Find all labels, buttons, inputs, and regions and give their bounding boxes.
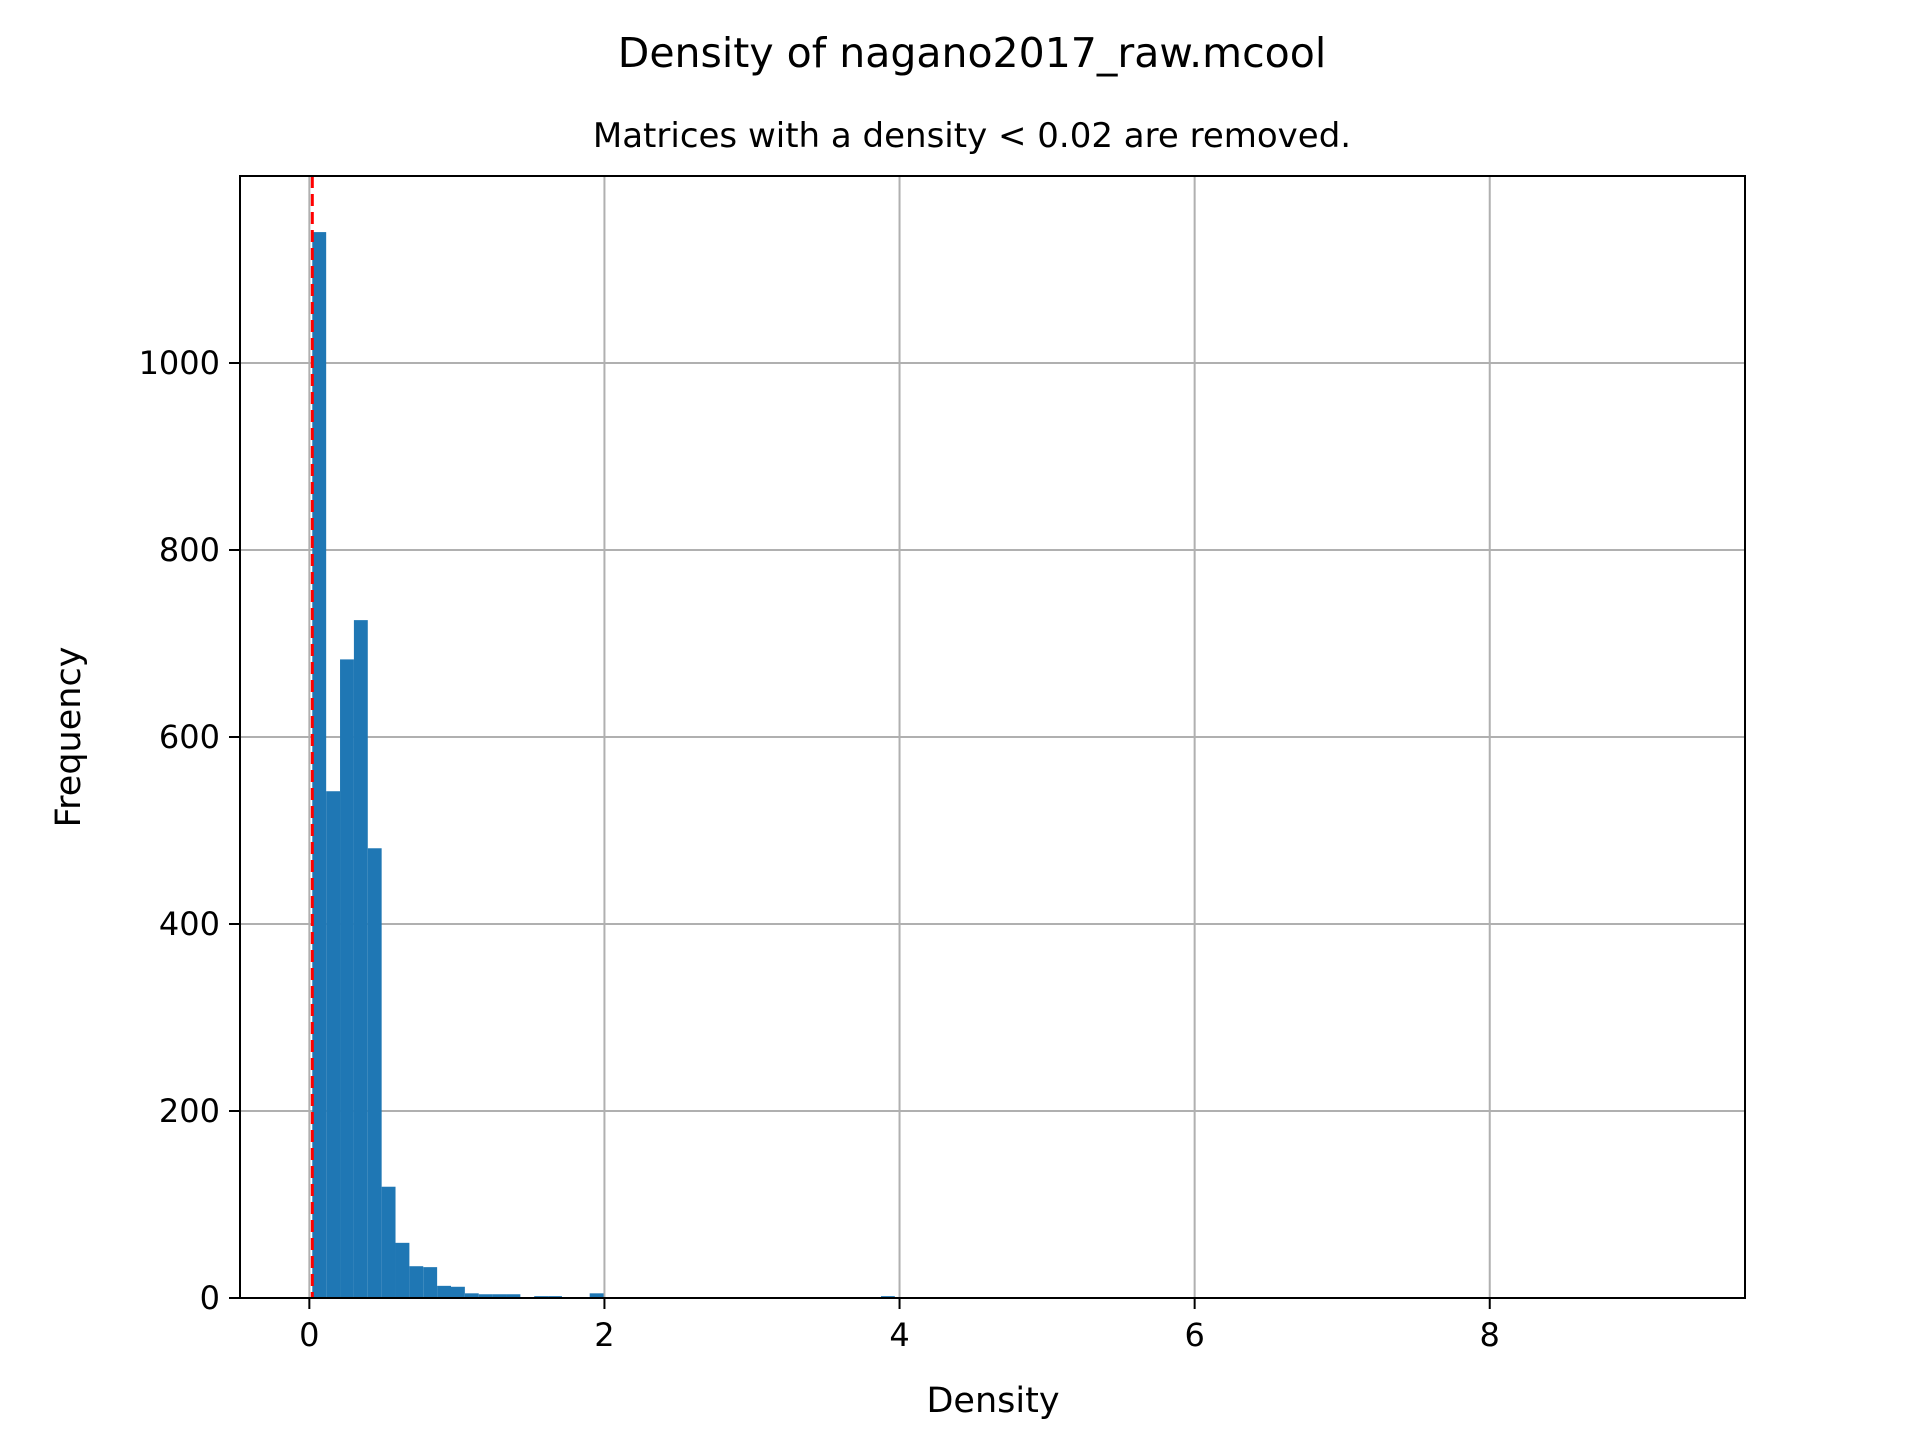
y-tick-label: 200 — [159, 1092, 220, 1130]
histogram-bar — [409, 1266, 424, 1298]
y-tick-label: 1000 — [139, 344, 220, 382]
histogram-bar — [423, 1267, 438, 1298]
histogram-bar — [326, 791, 341, 1298]
histogram-bar — [381, 1186, 396, 1298]
y-tick-label: 800 — [159, 531, 220, 569]
x-tick-label: 8 — [1480, 1316, 1500, 1354]
grid-lines — [240, 176, 1745, 1299]
histogram-bar — [437, 1285, 451, 1298]
x-tick-label: 4 — [889, 1316, 909, 1354]
y-tick-label: 0 — [200, 1279, 220, 1317]
histogram-bar — [353, 620, 368, 1298]
histogram-bar — [340, 659, 354, 1298]
x-tick-label: 6 — [1184, 1316, 1204, 1354]
x-tick-label: 2 — [594, 1316, 614, 1354]
y-tick-label: 400 — [159, 905, 220, 943]
histogram-bars — [312, 232, 1672, 1299]
histogram-bar — [506, 1294, 521, 1298]
y-axis-label: Frequency — [49, 647, 89, 828]
x-axis-ticks: 0 2 4 6 8 — [299, 1298, 1500, 1354]
y-axis-ticks: 0 200 400 600 800 1000 — [139, 344, 240, 1317]
histogram-bar — [450, 1286, 465, 1298]
histogram-bar — [312, 232, 327, 1299]
x-tick-label: 0 — [299, 1316, 319, 1354]
histogram-bar — [464, 1293, 479, 1298]
chart-title: Density of nagano2017_raw.mcool — [618, 29, 1326, 77]
histogram-bar — [589, 1293, 604, 1298]
x-axis-label: Density — [926, 1381, 1059, 1421]
chart-subtitle: Matrices with a density < 0.02 are remov… — [593, 116, 1351, 156]
histogram-bar — [395, 1242, 410, 1298]
y-tick-label: 600 — [159, 718, 220, 756]
histogram-bar — [478, 1294, 493, 1298]
histogram-bar — [367, 848, 382, 1298]
histogram-bar — [492, 1294, 507, 1298]
